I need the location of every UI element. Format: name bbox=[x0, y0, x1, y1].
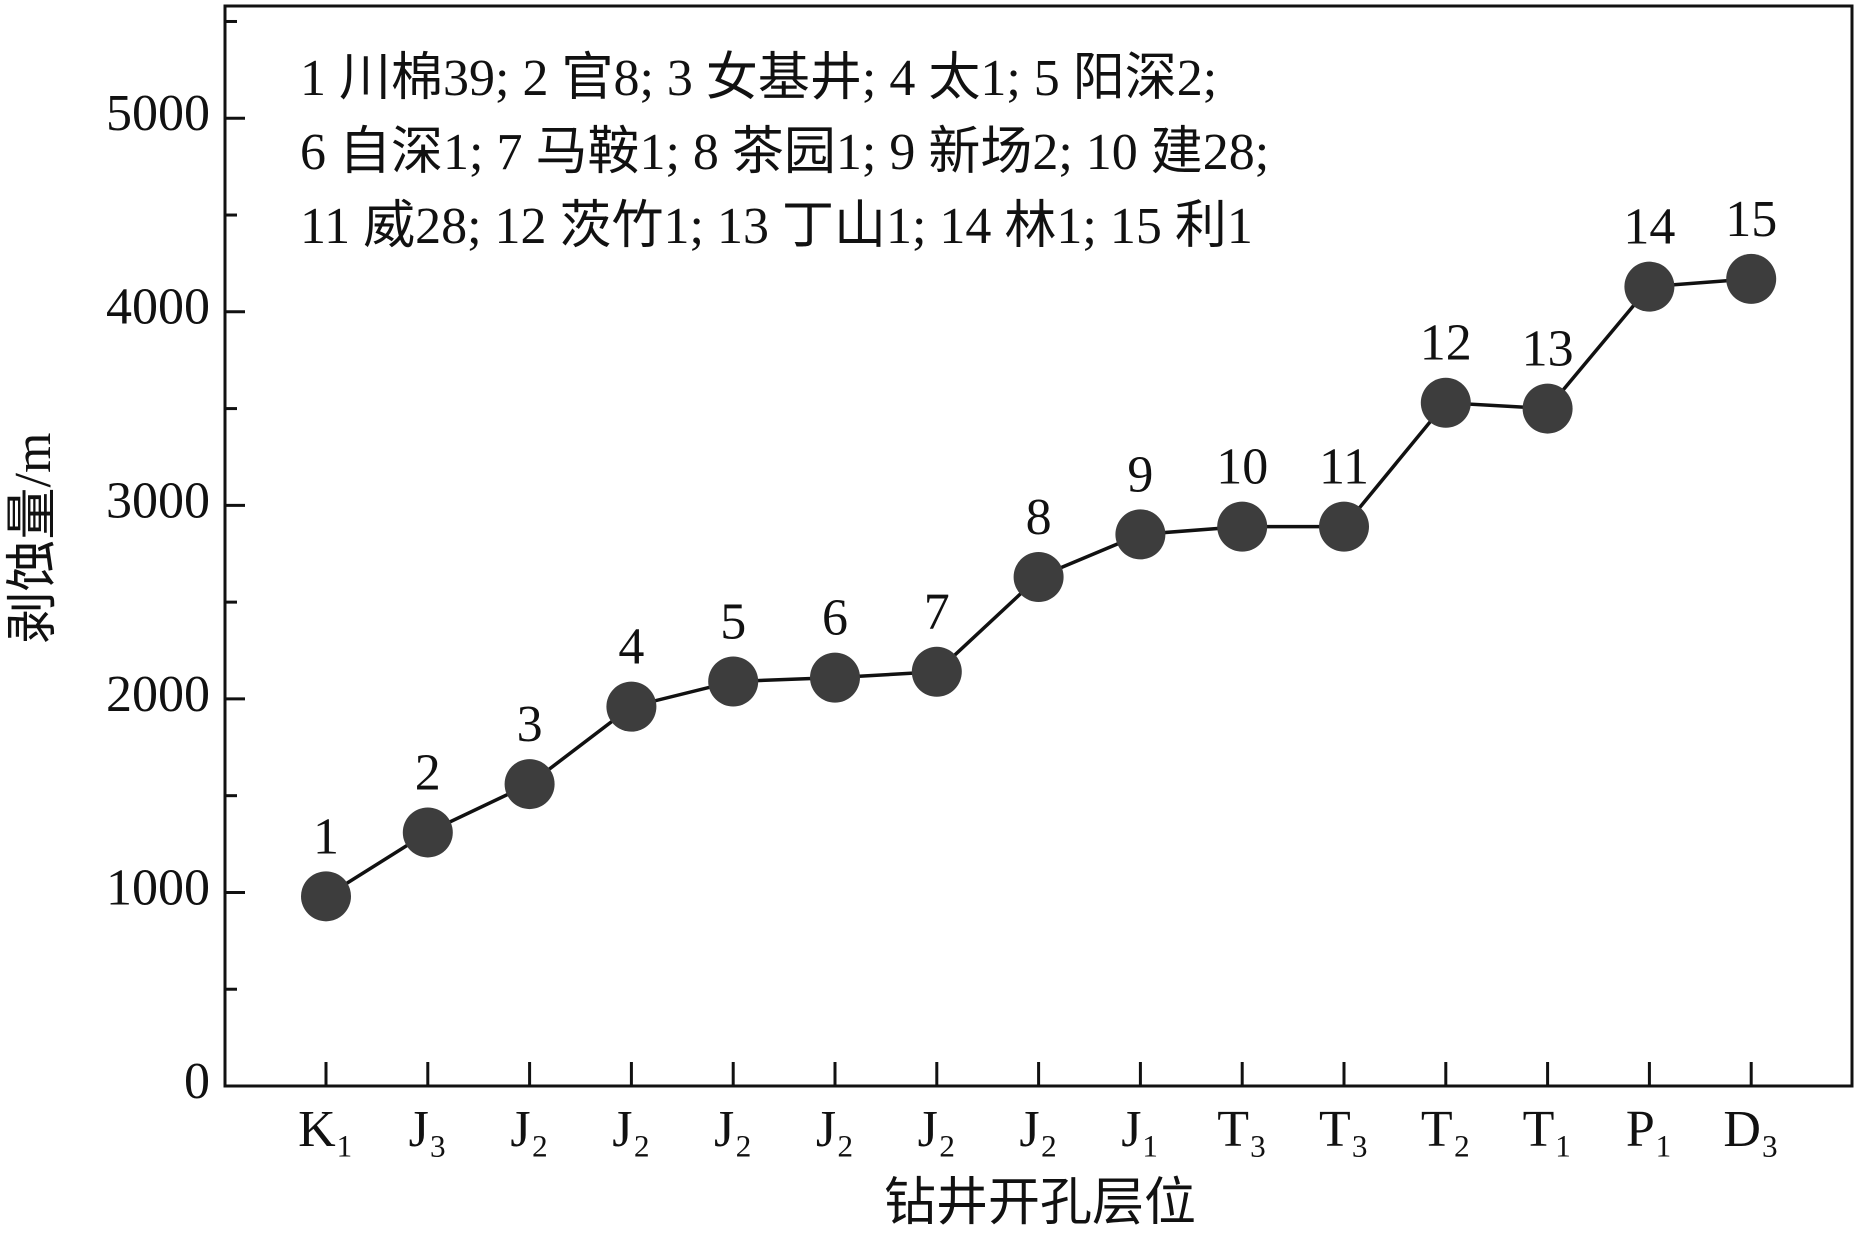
x-tick-label: T₂ bbox=[1421, 1101, 1471, 1158]
point-label: 12 bbox=[1420, 315, 1472, 372]
x-tick-label: T₃ bbox=[1217, 1101, 1267, 1158]
y-tick-label: 4000 bbox=[106, 279, 210, 336]
annotation: 1 川棉39; 2 官8; 3 女基井; 4 太1; 5 阳深2; bbox=[300, 50, 1217, 107]
y-tick-label: 1000 bbox=[106, 859, 210, 916]
x-tick-label: T₃ bbox=[1319, 1101, 1369, 1158]
data-point bbox=[1319, 501, 1369, 552]
point-label: 2 bbox=[415, 744, 441, 801]
x-tick-label: J₂ bbox=[510, 1101, 548, 1158]
point-label: 6 bbox=[822, 590, 848, 647]
point-label: 14 bbox=[1623, 199, 1675, 256]
y-tick-label: 3000 bbox=[106, 472, 210, 529]
annotation: 6 自深1; 7 马鞍1; 8 茶园1; 9 新场2; 10 建28; bbox=[300, 124, 1269, 181]
point-label: 13 bbox=[1522, 321, 1574, 378]
data-point bbox=[708, 656, 759, 707]
point-label: 15 bbox=[1725, 191, 1777, 248]
x-axis-label: 钻井开孔层位 bbox=[884, 1175, 1196, 1232]
annotation: 11 威28; 12 茨竹1; 13 丁山1; 14 林1; 15 利1 bbox=[300, 198, 1253, 255]
data-point bbox=[1217, 501, 1268, 552]
x-tick-label: D₃ bbox=[1723, 1101, 1779, 1158]
data-point bbox=[1115, 509, 1166, 560]
point-label: 1 bbox=[313, 808, 339, 865]
x-tick-label: J₂ bbox=[816, 1101, 854, 1158]
x-tick-label: J₃ bbox=[409, 1101, 447, 1158]
x-tick-label: J₂ bbox=[714, 1101, 752, 1158]
x-tick-label: K₁ bbox=[298, 1101, 354, 1158]
x-tick-label: J₂ bbox=[918, 1101, 956, 1158]
point-label: 11 bbox=[1319, 439, 1369, 496]
data-point bbox=[1726, 253, 1777, 304]
x-tick-label: T₁ bbox=[1523, 1101, 1573, 1158]
point-label: 4 bbox=[618, 619, 644, 676]
x-tick-label: J₂ bbox=[612, 1101, 650, 1158]
data-point bbox=[504, 759, 555, 810]
point-label: 5 bbox=[720, 593, 746, 650]
data-point bbox=[301, 871, 351, 922]
y-tick-label: 0 bbox=[184, 1053, 210, 1110]
data-point bbox=[606, 681, 657, 732]
data-point bbox=[911, 646, 962, 697]
x-tick-label: P₁ bbox=[1626, 1101, 1673, 1158]
y-tick-label: 5000 bbox=[106, 85, 210, 142]
point-label: 8 bbox=[1026, 489, 1052, 546]
y-tick-label: 2000 bbox=[106, 666, 210, 723]
data-point bbox=[1420, 377, 1471, 428]
data-point bbox=[1624, 261, 1675, 312]
data-point bbox=[402, 807, 453, 858]
point-label: 9 bbox=[1127, 446, 1153, 503]
data-point bbox=[1013, 551, 1064, 602]
point-label: 10 bbox=[1216, 439, 1268, 496]
x-tick-label: J₂ bbox=[1019, 1101, 1057, 1158]
data-point bbox=[1522, 383, 1573, 434]
y-axis-label: 剥蚀量/m bbox=[5, 433, 62, 644]
data-point bbox=[810, 652, 860, 703]
point-label: 7 bbox=[924, 584, 950, 641]
point-label: 3 bbox=[517, 696, 543, 753]
x-tick-label: J₁ bbox=[1121, 1101, 1159, 1158]
